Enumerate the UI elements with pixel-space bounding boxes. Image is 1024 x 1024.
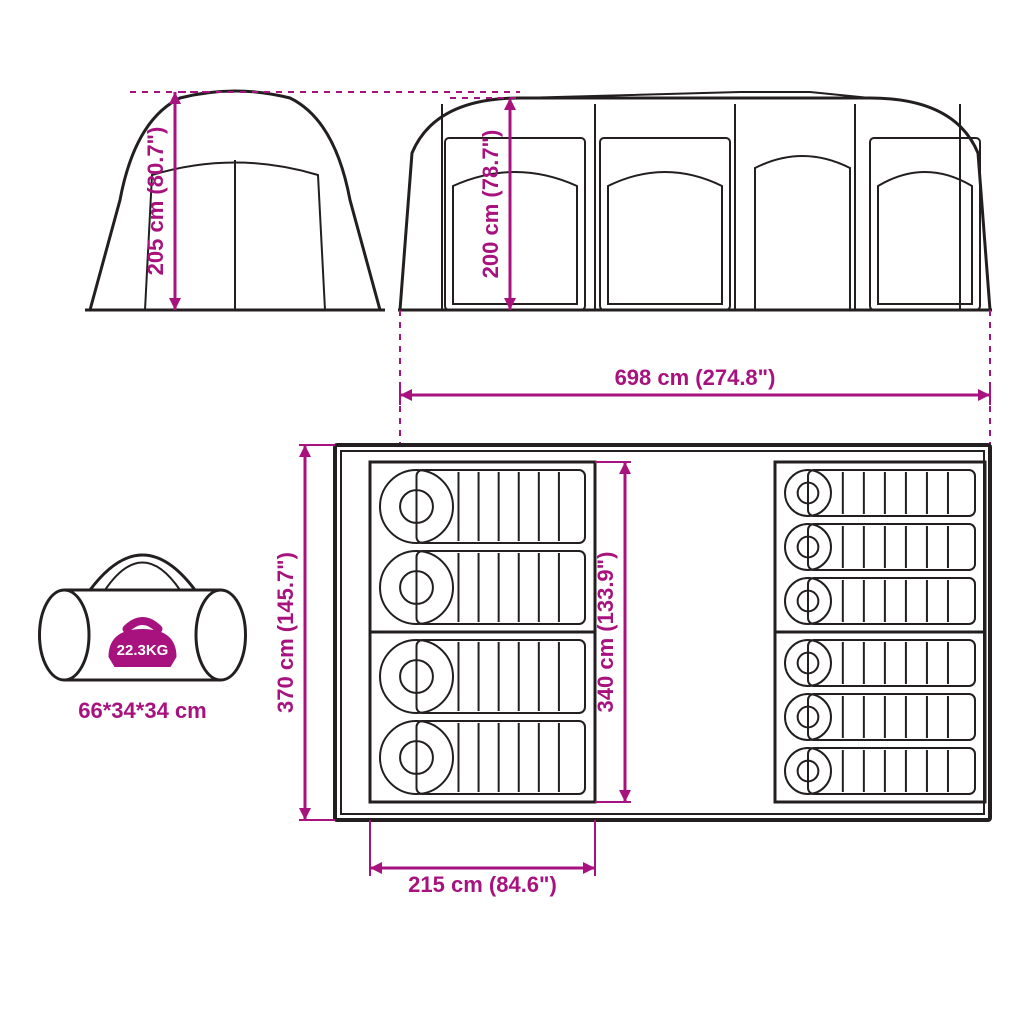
svg-text:370 cm (145.7"): 370 cm (145.7") bbox=[273, 552, 298, 713]
svg-text:200 cm (78.7"): 200 cm (78.7") bbox=[478, 130, 503, 279]
svg-text:205 cm (80.7"): 205 cm (80.7") bbox=[143, 127, 168, 276]
svg-text:340 cm (133.9"): 340 cm (133.9") bbox=[593, 552, 618, 713]
svg-text:22.3KG: 22.3KG bbox=[117, 642, 169, 659]
svg-text:698 cm (274.8"): 698 cm (274.8") bbox=[615, 365, 776, 390]
svg-text:215 cm (84.6"): 215 cm (84.6") bbox=[408, 872, 557, 897]
svg-text:66*34*34 cm: 66*34*34 cm bbox=[78, 698, 206, 723]
